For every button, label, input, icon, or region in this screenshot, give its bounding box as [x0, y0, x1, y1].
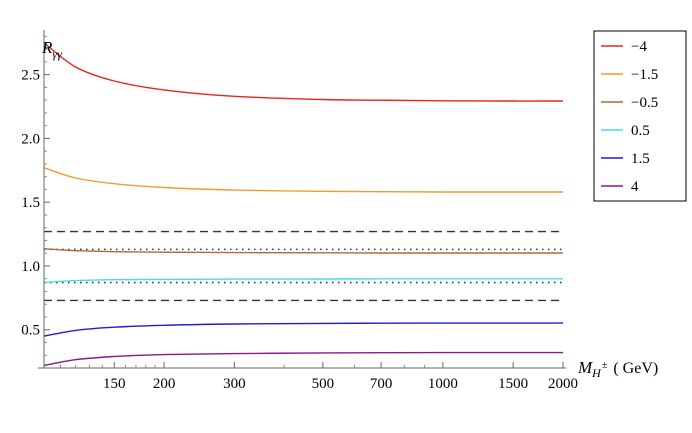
y-axis-title-main: R	[41, 38, 53, 57]
series-line-6	[43, 351, 563, 367]
x-axis-title-sub: H	[591, 366, 602, 380]
series-lines	[43, 42, 564, 367]
x-tick-label: 700	[370, 376, 393, 392]
legend-box	[593, 30, 687, 202]
x-ticks: 150 200 300 500 700 1000 1500 2000	[60, 362, 578, 392]
series-line-1	[43, 42, 564, 102]
x-tick-label: 1000	[428, 376, 458, 392]
y-axis-title: Rγγ	[41, 38, 62, 61]
x-axis-title-unit: ( GeV)	[613, 360, 658, 377]
x-tick-label: 300	[223, 376, 246, 392]
legend-label: 0.5	[631, 123, 650, 139]
x-axis-title-sup: ±	[602, 360, 608, 371]
x-tick-label: 200	[153, 376, 176, 392]
y-tick-label: 2.5	[21, 68, 40, 84]
x-tick-label: 500	[312, 376, 335, 392]
legend-label: −4	[631, 39, 647, 55]
legend-label: 4	[631, 179, 639, 195]
series-line-5	[43, 322, 563, 337]
series-line-2	[43, 167, 563, 193]
y-tick-label: 1.5	[21, 195, 40, 211]
legend-label: 1.5	[631, 151, 650, 167]
y-ticks: 0.5 1.0 1.5 2.0 2.5	[21, 35, 50, 356]
x-tick-label: 150	[103, 376, 126, 392]
y-tick-label: 2.0	[21, 131, 40, 147]
y-axis-title-sub: γγ	[52, 47, 62, 61]
legend: −4 −1.5 −0.5 0.5 1.5 4	[593, 30, 687, 202]
series-line-4	[43, 278, 563, 284]
x-tick-label: 2000	[548, 376, 578, 392]
x-axis-title: MH± ( GeV)	[577, 358, 658, 380]
x-axis-title-main: M	[577, 358, 593, 377]
reference-lines	[44, 230, 563, 302]
axes	[38, 30, 566, 369]
legend-entries: −4 −1.5 −0.5 0.5 1.5 4	[601, 39, 658, 195]
x-tick-label: 1500	[498, 376, 528, 392]
series-line-3	[43, 248, 563, 254]
y-tick-label: 1.0	[21, 259, 40, 275]
legend-label: −1.5	[631, 67, 658, 83]
legend-label: −0.5	[631, 95, 658, 111]
y-tick-label: 0.5	[21, 323, 40, 339]
